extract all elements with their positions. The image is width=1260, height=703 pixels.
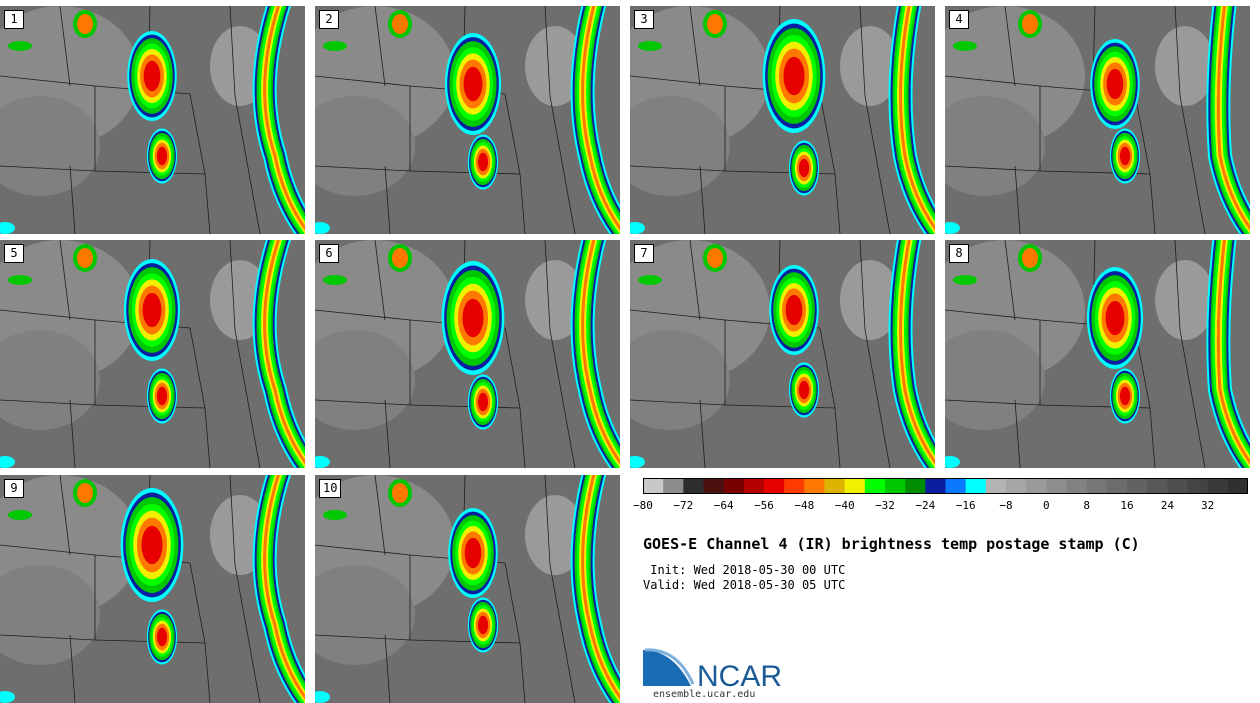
colorbar-segment bbox=[965, 478, 987, 494]
ir-satellite-map bbox=[315, 240, 620, 468]
member-label: 1 bbox=[4, 10, 24, 29]
ir-satellite-map bbox=[0, 6, 305, 234]
member-label: 2 bbox=[319, 10, 339, 29]
member-label: 3 bbox=[634, 10, 654, 29]
colorbar-segment bbox=[703, 478, 725, 494]
member-label: 8 bbox=[949, 244, 969, 263]
colorbar-tick-label: 8 bbox=[1083, 499, 1090, 512]
colorbar-segment bbox=[1046, 478, 1067, 494]
colorbar-tick-label: −72 bbox=[673, 499, 694, 512]
ir-satellite-map bbox=[630, 6, 935, 234]
colorbar-segment bbox=[1066, 478, 1088, 494]
logo-text: NCAR bbox=[697, 660, 782, 690]
colorbar-segment bbox=[1207, 478, 1229, 494]
init-time: Init: Wed 2018-05-30 00 UTC bbox=[643, 563, 846, 577]
member-label: 4 bbox=[949, 10, 969, 29]
colorbar-segment bbox=[1006, 478, 1027, 494]
ir-satellite-map bbox=[945, 240, 1250, 468]
ensemble-member-panel: 9 bbox=[0, 475, 305, 703]
colorbar-segment bbox=[925, 478, 946, 494]
ir-satellite-map bbox=[0, 240, 305, 468]
ir-satellite-map bbox=[315, 6, 620, 234]
member-label: 10 bbox=[319, 479, 342, 498]
colorbar-tick-label: −64 bbox=[713, 499, 734, 512]
colorbar-segment bbox=[1106, 478, 1128, 494]
colorbar-segment bbox=[985, 478, 1007, 494]
colorbar-segment bbox=[643, 478, 664, 494]
ensemble-member-panel: 1 bbox=[0, 6, 305, 234]
colorbar-segment bbox=[784, 478, 805, 494]
colorbar bbox=[643, 478, 1248, 494]
ir-satellite-map bbox=[945, 6, 1250, 234]
ensemble-member-panel: 3 bbox=[630, 6, 935, 234]
colorbar-segment bbox=[905, 478, 926, 494]
colorbar-segment bbox=[723, 478, 745, 494]
colorbar-segment bbox=[945, 478, 967, 494]
colorbar-tick-label: −8 bbox=[999, 499, 1013, 512]
colorbar-tick-label: 32 bbox=[1201, 499, 1215, 512]
colorbar-segment bbox=[1147, 478, 1168, 494]
member-label: 6 bbox=[319, 244, 339, 263]
colorbar-tick-label: −32 bbox=[875, 499, 895, 512]
colorbar-tick-label: 16 bbox=[1120, 499, 1134, 512]
logo-url: ensemble.ucar.edu bbox=[653, 689, 756, 700]
colorbar-segment bbox=[1167, 478, 1188, 494]
colorbar-tick-label: −48 bbox=[794, 499, 815, 512]
ncar-logo: NCAR bbox=[643, 648, 782, 690]
colorbar-tick-label: 0 bbox=[1043, 499, 1050, 512]
ir-satellite-map bbox=[0, 475, 305, 703]
ir-satellite-map bbox=[630, 240, 935, 468]
colorbar-tick-label: −16 bbox=[955, 499, 976, 512]
member-label: 7 bbox=[634, 244, 654, 263]
figure-title: GOES-E Channel 4 (IR) brightness temp po… bbox=[643, 535, 1140, 553]
colorbar-tick-label: −40 bbox=[834, 499, 855, 512]
colorbar-segment bbox=[683, 478, 704, 494]
colorbar-segment bbox=[1127, 478, 1148, 494]
member-label: 9 bbox=[4, 479, 24, 498]
member-label: 5 bbox=[4, 244, 24, 263]
colorbar-tick-label: 24 bbox=[1160, 499, 1174, 512]
ensemble-member-panel: 7 bbox=[630, 240, 935, 468]
colorbar-segment bbox=[1227, 478, 1248, 494]
colorbar-segment bbox=[1026, 478, 1047, 494]
colorbar-segment bbox=[885, 478, 906, 494]
ensemble-member-panel: 6 bbox=[315, 240, 620, 468]
ensemble-member-panel: 4 bbox=[945, 6, 1250, 234]
colorbar-segment bbox=[743, 478, 765, 494]
colorbar-segment bbox=[824, 478, 846, 494]
ensemble-member-panel: 10 bbox=[315, 475, 620, 703]
colorbar-segment bbox=[1187, 478, 1209, 494]
colorbar-segment bbox=[663, 478, 684, 494]
ir-satellite-map bbox=[315, 475, 620, 703]
colorbar-tick-label: −56 bbox=[754, 499, 774, 512]
colorbar-segment bbox=[764, 478, 785, 494]
ensemble-member-panel: 8 bbox=[945, 240, 1250, 468]
ensemble-member-panel: 5 bbox=[0, 240, 305, 468]
ensemble-member-panel: 2 bbox=[315, 6, 620, 234]
colorbar-tick-label: −24 bbox=[915, 499, 936, 512]
colorbar-segment bbox=[804, 478, 825, 494]
colorbar-segment bbox=[1086, 478, 1108, 494]
colorbar-segment bbox=[864, 478, 886, 494]
colorbar-tick-label: −80 bbox=[633, 499, 653, 512]
valid-time: Valid: Wed 2018-05-30 05 UTC bbox=[643, 578, 846, 592]
colorbar-segment bbox=[844, 478, 866, 494]
